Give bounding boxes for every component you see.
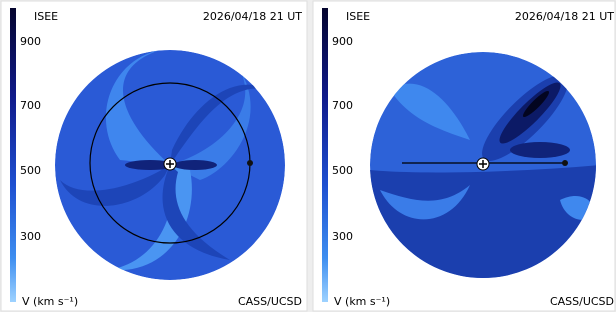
credit: CASS/UCSD	[550, 295, 614, 308]
earth	[247, 160, 253, 166]
credit: CASS/UCSD	[238, 295, 302, 308]
scale-tick: 700	[332, 99, 353, 112]
screenshot: ISEE 2026/04/18 21 UT 900 700 500 300 V …	[0, 0, 616, 312]
scale-tick: 500	[20, 164, 41, 177]
scale-tick: 900	[332, 35, 353, 48]
scale-tick: 500	[332, 164, 353, 177]
label: ISEE	[34, 10, 58, 23]
date: 2026/04/18 21 UT	[515, 10, 614, 23]
color-scale	[10, 8, 16, 302]
color-scale	[322, 8, 328, 302]
scale-label: V (km s⁻¹)	[22, 295, 78, 308]
scale-tick: 300	[332, 230, 353, 243]
scale-tick: 900	[20, 35, 41, 48]
scale-tick: 300	[20, 230, 41, 243]
panel: ISEE 2026/04/18 21 UT 900 700 500 300 V …	[1, 1, 307, 311]
label: ISEE	[346, 10, 370, 23]
earth	[562, 160, 568, 166]
date: 2026/04/18 21 UT	[203, 10, 302, 23]
page: ISEE 2026/04/18 21 UT 900 700 500 300 V …	[0, 0, 616, 312]
scale-label: V (km s⁻¹)	[334, 295, 390, 308]
scale-tick: 700	[20, 99, 41, 112]
panel: ISEE 2026/04/18 21 UT 900 700 500 300 V …	[313, 1, 615, 311]
